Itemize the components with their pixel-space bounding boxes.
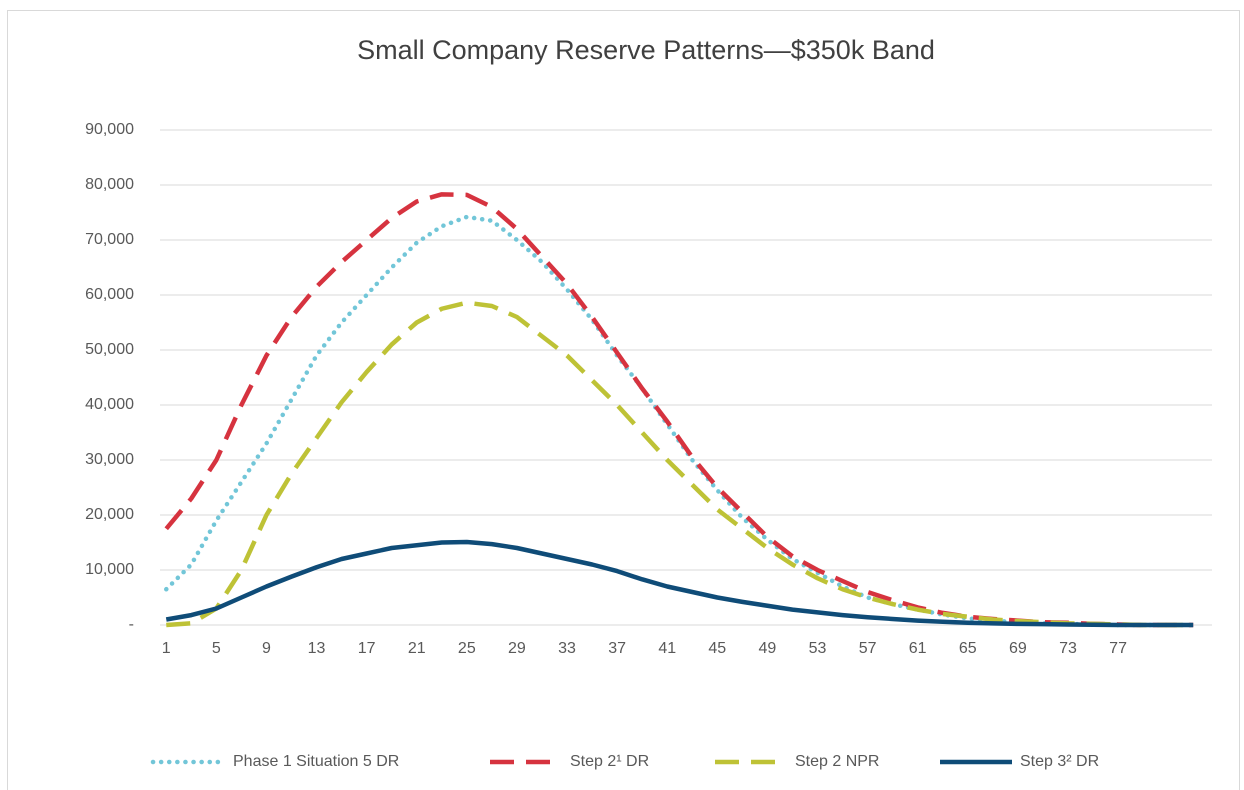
x-tick-label: 9 (262, 640, 271, 657)
x-tick-label: 29 (508, 640, 526, 657)
chart-border (7, 10, 1240, 790)
x-tick-label: 77 (1109, 640, 1127, 657)
y-tick-label: 30,000 (85, 451, 134, 468)
line-series (166, 300, 1194, 628)
legend-label: Phase 1 Situation 5 DR (233, 753, 399, 770)
x-tick-label: 61 (909, 640, 927, 657)
x-tick-label: 65 (959, 640, 977, 657)
y-tick-label: 80,000 (85, 176, 134, 193)
x-tick-label: 33 (558, 640, 576, 657)
x-tick-label: 69 (1009, 640, 1027, 657)
x-tick-label: 37 (608, 640, 626, 657)
y-tick-label: 90,000 (85, 121, 134, 138)
y-tick-label: 10,000 (85, 561, 134, 578)
legend-label: Step 3² DR (1020, 753, 1099, 770)
y-tick-label: 20,000 (85, 506, 134, 523)
x-tick-label: 49 (759, 640, 777, 657)
y-tick-label: 50,000 (85, 341, 134, 358)
y-tick-label: 60,000 (85, 286, 134, 303)
x-tick-label: 57 (859, 640, 877, 657)
x-tick-label: 1 (162, 640, 171, 657)
y-tick-label: 70,000 (85, 231, 134, 248)
x-tick-label: 25 (458, 640, 476, 657)
x-tick-label: 73 (1059, 640, 1077, 657)
y-tick-label: 40,000 (85, 396, 134, 413)
y-tick-label: - (129, 616, 134, 633)
line-series (165, 539, 1194, 628)
legend-label: Step 2¹ DR (570, 753, 649, 770)
x-tick-label: 5 (212, 640, 221, 657)
x-tick-label: 17 (358, 640, 376, 657)
chart-title: Small Company Reserve Patterns—$350k Ban… (357, 35, 935, 65)
x-tick-label: 13 (308, 640, 326, 657)
x-tick-label: 53 (809, 640, 827, 657)
legend-label: Step 2 NPR (795, 753, 879, 770)
x-tick-label: 45 (708, 640, 726, 657)
x-tick-label: 41 (658, 640, 676, 657)
x-tick-label: 21 (408, 640, 426, 657)
